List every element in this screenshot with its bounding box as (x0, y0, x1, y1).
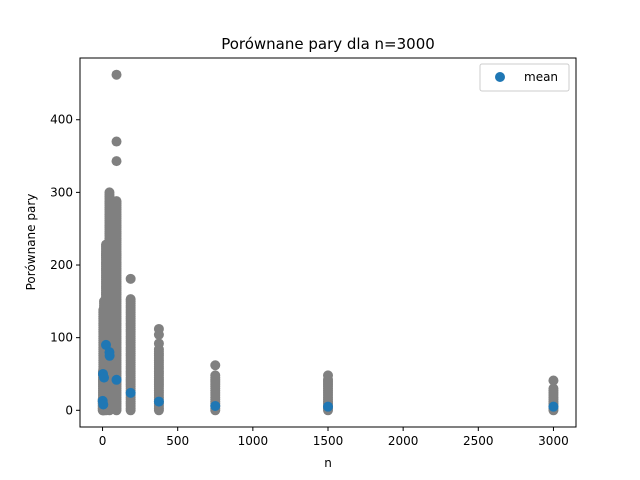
x-tick-label: 2500 (463, 434, 494, 448)
y-axis: 0 100 200 300 400 (50, 113, 80, 417)
mean-point (153, 396, 164, 407)
y-tick-label: 100 (50, 331, 73, 345)
mean-point (104, 350, 115, 361)
legend: mean (479, 63, 570, 92)
x-tick-label: 1000 (238, 434, 269, 448)
x-tick-label: 0 (99, 434, 107, 448)
sample-point (210, 360, 221, 371)
x-axis-label: n (324, 456, 332, 470)
sample-point (548, 375, 559, 386)
y-tick-label: 300 (50, 185, 73, 199)
sample-column (111, 196, 122, 416)
sample-point (104, 187, 115, 198)
x-tick-label: 3000 (538, 434, 569, 448)
mean-point (548, 401, 559, 412)
sample-point (125, 294, 136, 305)
mean-point (98, 399, 109, 410)
x-tick-label: 500 (166, 434, 189, 448)
y-tick-label: 400 (50, 113, 73, 127)
x-tick-label: 1500 (313, 434, 344, 448)
sample-point (125, 273, 136, 284)
sample-point (153, 338, 164, 349)
sample-point (111, 156, 122, 167)
legend-label-mean: mean (524, 70, 558, 84)
data-points (97, 69, 559, 416)
mean-point (125, 387, 136, 398)
sample-point (111, 136, 122, 147)
mean-point (210, 400, 221, 411)
sample-point (323, 370, 333, 381)
chart-title: Porównane pary dla n=3000 (221, 35, 435, 53)
legend-marker-mean (495, 72, 505, 82)
y-tick-label: 0 (65, 403, 73, 417)
sample-point (111, 69, 122, 80)
sample-point (210, 370, 221, 381)
x-axis: 0 500 1000 1500 2000 2500 3000 (99, 427, 569, 448)
sample-point (153, 329, 164, 340)
mean-point (111, 374, 122, 385)
sample-point (548, 383, 559, 394)
legend-box (479, 63, 570, 92)
y-axis-label: Porównane pary (24, 194, 38, 291)
y-tick-label: 200 (50, 258, 73, 272)
mean-point (323, 401, 333, 412)
mean-point (99, 372, 110, 383)
sample-point (111, 196, 122, 207)
x-tick-label: 2000 (388, 434, 419, 448)
